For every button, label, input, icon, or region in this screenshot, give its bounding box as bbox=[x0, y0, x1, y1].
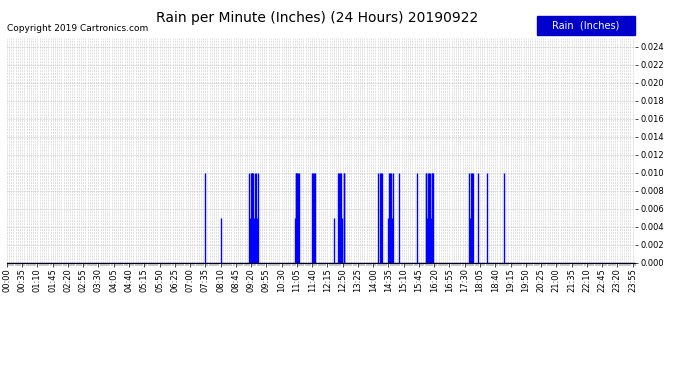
FancyBboxPatch shape bbox=[538, 16, 635, 35]
Text: Rain per Minute (Inches) (24 Hours) 20190922: Rain per Minute (Inches) (24 Hours) 2019… bbox=[156, 11, 479, 25]
Text: Rain  (Inches): Rain (Inches) bbox=[553, 21, 620, 31]
Text: Copyright 2019 Cartronics.com: Copyright 2019 Cartronics.com bbox=[7, 24, 148, 33]
